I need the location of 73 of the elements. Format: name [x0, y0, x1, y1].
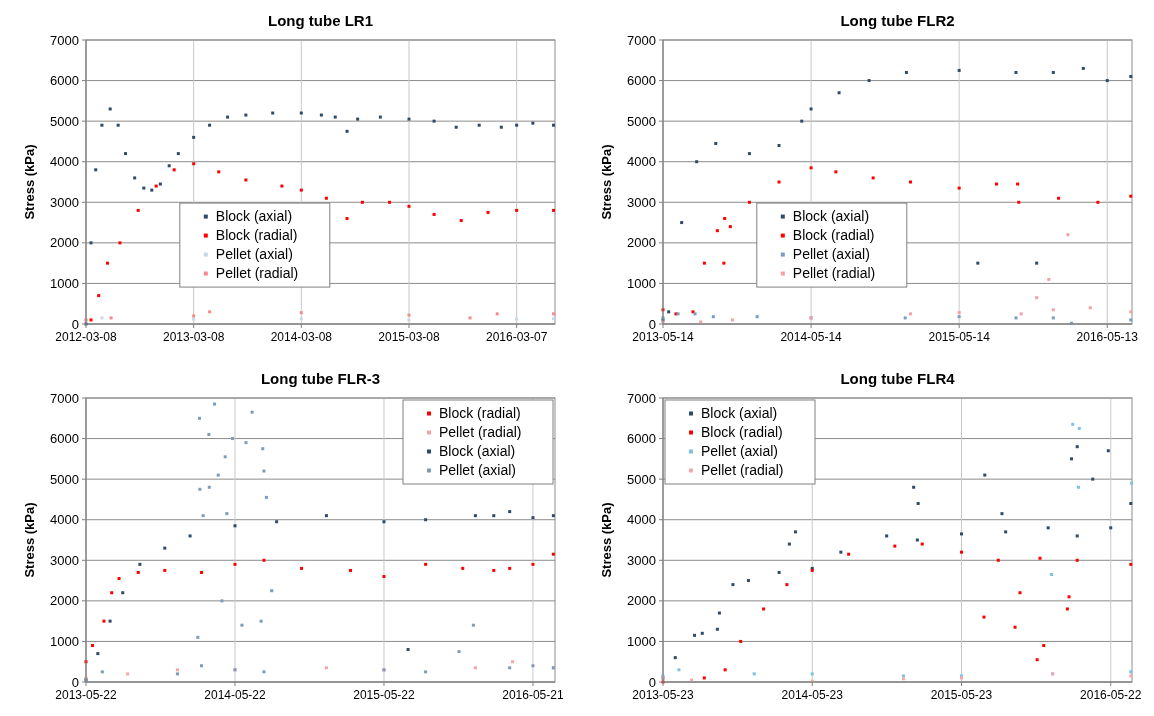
- x-tick-label: 2013-05-23: [632, 688, 695, 702]
- legend-label: Pellet (axial): [215, 246, 293, 263]
- y-tick-label: 7000: [627, 32, 656, 48]
- y-tick-label: 1000: [627, 275, 656, 291]
- y-tick-label: 3000: [50, 194, 79, 210]
- legend-label: Pellet (radial): [792, 265, 876, 282]
- y-axis-title: Stress (kPa): [599, 502, 614, 578]
- legend-label: Pellet (axial): [792, 246, 870, 263]
- chart-title: Long tube FLR-3: [260, 370, 381, 387]
- x-tick-label: 2015-03-08: [378, 330, 440, 344]
- x-tick-label: 2016-05-13: [1076, 330, 1139, 344]
- y-tick-label: 4000: [627, 512, 656, 528]
- x-tick-label: 2013-03-08: [162, 330, 225, 344]
- y-tick-label: 4000: [50, 154, 79, 170]
- x-tick-label: 2016-03-07: [485, 330, 548, 344]
- y-tick-label: 1000: [627, 633, 656, 649]
- legend-label: Block (radial): [792, 227, 875, 244]
- y-tick-label: 5000: [50, 471, 79, 487]
- y-tick-label: 0: [71, 316, 79, 332]
- chart-title: Long tube FLR2: [840, 12, 955, 29]
- y-tick-label: 6000: [50, 431, 79, 447]
- y-tick-label: 3000: [627, 552, 656, 568]
- chart-title: Long tube FLR4: [840, 370, 956, 387]
- y-tick-label: 2000: [50, 235, 79, 251]
- y-tick-label: 2000: [50, 593, 79, 609]
- legend-label: Block (radial): [215, 227, 298, 244]
- x-tick-label: 2015-05-22: [353, 688, 415, 702]
- chart-title: Long tube LR1: [268, 12, 373, 29]
- y-tick-label: 2000: [627, 235, 656, 251]
- y-tick-label: 7000: [50, 390, 79, 406]
- x-tick-label: 2013-05-22: [55, 688, 118, 702]
- y-tick-label: 2000: [627, 593, 656, 609]
- y-axis-title: Stress (kPa): [22, 502, 37, 578]
- legend-label: Pellet (axial): [439, 462, 517, 479]
- y-tick-label: 1000: [50, 275, 79, 291]
- x-tick-label: 2014-05-22: [204, 688, 266, 702]
- y-tick-label: 7000: [627, 390, 656, 406]
- y-axis-title: Stress (kPa): [599, 144, 614, 220]
- y-tick-label: 3000: [627, 194, 656, 210]
- legend-label: Pellet (radial): [701, 462, 784, 479]
- x-tick-label: 2014-05-14: [780, 330, 843, 344]
- x-tick-label: 2015-05-23: [930, 688, 993, 702]
- y-tick-label: 4000: [627, 154, 656, 170]
- y-tick-label: 0: [71, 674, 79, 690]
- legend-label: Block (axial): [439, 443, 516, 460]
- y-axis-title: Stress (kPa): [22, 144, 37, 220]
- x-tick-label: 2016-05-22: [1080, 688, 1142, 702]
- legend-label: Pellet (axial): [701, 443, 779, 460]
- y-tick-label: 1000: [50, 633, 79, 649]
- y-tick-label: 5000: [50, 113, 79, 129]
- legend-label: Block (axial): [701, 405, 778, 422]
- x-tick-label: 2014-05-23: [781, 688, 844, 702]
- y-tick-label: 6000: [50, 73, 79, 89]
- legend-label: Block (axial): [792, 208, 870, 225]
- y-tick-label: 7000: [50, 32, 79, 48]
- legend-label: Block (axial): [215, 208, 293, 225]
- x-tick-label: 2012-03-08: [55, 330, 118, 344]
- legend-label: Block (radial): [439, 405, 521, 422]
- y-tick-label: 0: [648, 316, 656, 332]
- legend-label: Pellet (radial): [439, 424, 522, 441]
- y-tick-label: 4000: [50, 512, 79, 528]
- y-tick-label: 5000: [627, 471, 656, 487]
- x-tick-label: 2015-05-14: [928, 330, 991, 344]
- y-tick-label: 5000: [627, 113, 656, 129]
- y-tick-label: 3000: [50, 552, 79, 568]
- y-tick-label: 6000: [627, 73, 656, 89]
- x-tick-label: 2016-05-21: [502, 688, 564, 702]
- legend-label: Block (radial): [701, 424, 783, 441]
- legend-label: Pellet (radial): [215, 265, 299, 282]
- y-tick-label: 6000: [627, 431, 656, 447]
- x-tick-label: 2013-05-14: [632, 330, 695, 344]
- x-tick-label: 2014-03-08: [270, 330, 333, 344]
- y-tick-label: 0: [648, 674, 656, 690]
